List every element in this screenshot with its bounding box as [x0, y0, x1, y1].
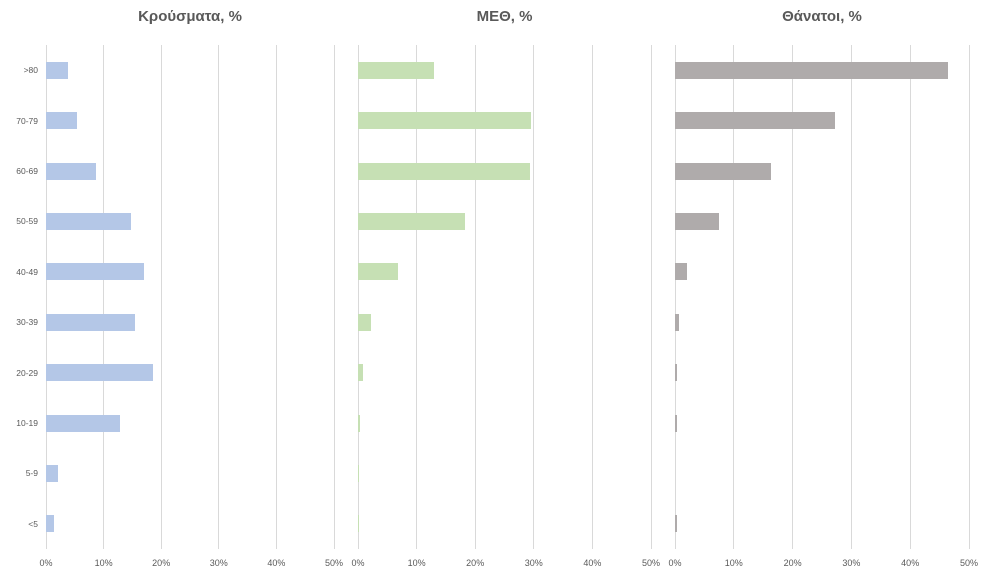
gridline	[160, 45, 162, 549]
x-tick-label: 0%	[668, 558, 682, 568]
gridline	[333, 45, 335, 549]
bar-30-39	[46, 313, 135, 331]
category-label-70-79: 70-79	[16, 115, 38, 126]
category-label-50-59: 50-59	[16, 216, 38, 227]
x-tick-label: 50%	[959, 558, 979, 568]
gridline	[275, 45, 277, 549]
bar-<5	[675, 515, 677, 533]
bar-70-79	[675, 112, 835, 130]
gridline	[357, 45, 359, 549]
gridline	[45, 45, 47, 549]
bar-30-39	[358, 313, 372, 331]
bar-60-69	[675, 162, 772, 180]
x-tick-label: 50%	[324, 558, 344, 568]
bar-<5	[46, 515, 55, 533]
gridline	[968, 45, 970, 549]
x-tick-label: 20%	[466, 558, 485, 568]
gridline	[909, 45, 911, 549]
gridline	[103, 45, 105, 549]
plot-area-icu: 0% 10% 20% 30% 40% 50%	[351, 45, 660, 568]
chart-title-deaths: Θάνατοι, %	[782, 8, 862, 25]
x-tick-label: 30%	[524, 558, 543, 568]
bar->80	[46, 61, 68, 79]
bar-50-59	[46, 212, 131, 230]
gridline	[733, 45, 735, 549]
x-tick-label: 30%	[209, 558, 228, 568]
x-tick-label: 40%	[583, 558, 602, 568]
gridline	[416, 45, 418, 549]
category-label-30-39: 30-39	[16, 317, 38, 328]
x-tick-label: 40%	[901, 558, 920, 568]
bar-40-49	[358, 263, 399, 281]
x-tick-label: 20%	[152, 558, 171, 568]
category-axis: >80 70-79 60-69 50-59 40-49 30-39 20-29 10-19 5-…	[0, 45, 38, 549]
gridline	[674, 45, 676, 549]
category-label->80: >80	[23, 65, 38, 76]
x-tick-label: 10%	[94, 558, 113, 568]
gridline	[533, 45, 535, 549]
bar-40-49	[675, 263, 687, 281]
plot-area-cases: 0% 10% 20% 30% 40% 50%	[39, 45, 343, 568]
gridline	[850, 45, 852, 549]
bar-20-29	[46, 364, 153, 382]
category-label-40-49: 40-49	[16, 266, 38, 277]
bar-5-9	[46, 464, 58, 482]
bar-60-69	[358, 162, 531, 180]
bar-50-59	[358, 212, 465, 230]
gridline	[591, 45, 593, 549]
bar-20-29	[358, 364, 363, 382]
x-tick-label: 0%	[39, 558, 53, 568]
gridline	[218, 45, 220, 549]
chart-title-cases: Κρούσματα, %	[138, 8, 242, 25]
bar-60-69	[46, 162, 97, 180]
bar-<5	[358, 515, 359, 533]
bar-30-39	[675, 313, 680, 331]
x-tick-label: 50%	[641, 558, 661, 568]
bar->80	[675, 61, 948, 79]
category-label-5-9: 5-9	[25, 468, 38, 479]
x-tick-label: 40%	[267, 558, 286, 568]
category-label-20-29: 20-29	[16, 367, 38, 378]
x-tick-label: 0%	[351, 558, 365, 568]
bar-10-19	[675, 414, 677, 432]
x-tick-label: 30%	[842, 558, 861, 568]
bar-70-79	[358, 112, 531, 130]
bar->80	[358, 61, 435, 79]
bar-5-9	[358, 464, 359, 482]
x-tick-label: 10%	[407, 558, 426, 568]
bar-50-59	[675, 212, 720, 230]
bar-10-19	[358, 414, 361, 432]
bar-20-29	[675, 364, 677, 382]
bar-40-49	[46, 263, 145, 281]
bar-10-19	[46, 414, 121, 432]
gridline	[474, 45, 476, 549]
category-label-10-19: 10-19	[16, 418, 38, 428]
bar-70-79	[46, 112, 77, 130]
x-tick-label: 10%	[724, 558, 743, 568]
gridline	[650, 45, 652, 549]
chart-title-icu: ΜΕΘ, %	[476, 8, 533, 25]
plot-area-deaths: 0% 10% 20% 30% 40% 50%	[668, 45, 978, 568]
x-tick-label: 20%	[783, 558, 802, 568]
category-label-<5: <5	[28, 518, 38, 529]
category-label-60-69: 60-69	[16, 166, 38, 176]
gridline	[792, 45, 794, 549]
